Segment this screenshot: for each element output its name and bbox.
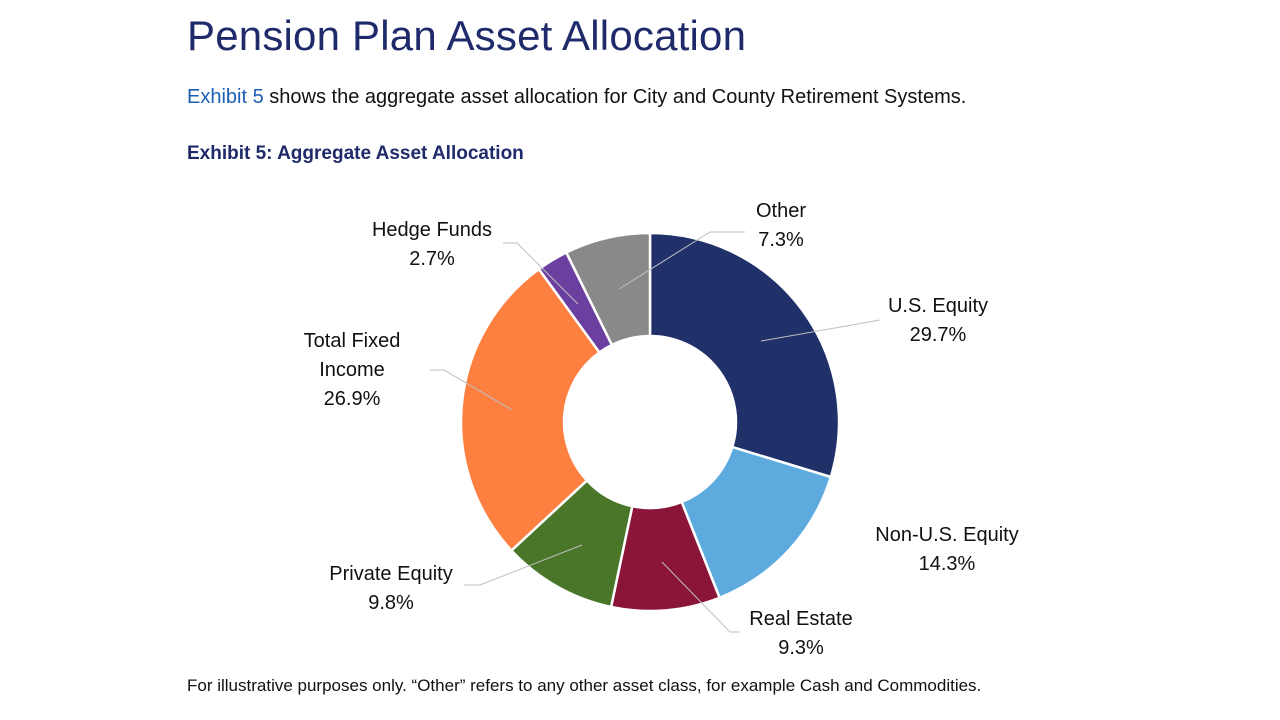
label-value: 26.9% — [323, 388, 381, 410]
exhibit-title: Exhibit 5: Aggregate Asset Allocation — [187, 143, 524, 164]
intro-text: shows the aggregate asset allocation for… — [263, 86, 967, 108]
label-category: Hedge Funds — [371, 219, 493, 241]
leader-line — [760, 319, 881, 342]
label-other: Other 7.3% — [756, 197, 806, 255]
slice-non-u-s-equity — [680, 445, 833, 600]
label-value: 29.7% — [909, 324, 967, 346]
label-category: Non-U.S. Equity — [875, 524, 1019, 546]
label-category: Total Fixed — [303, 330, 401, 352]
label-us-equity: U.S. Equity 29.7% — [888, 292, 988, 350]
label-value: 9.8% — [368, 592, 414, 614]
label-hedge-funds: Hedge Funds 2.7% — [372, 216, 492, 274]
slice-other — [564, 231, 652, 347]
slice-total-fixed-income — [459, 267, 602, 553]
page-title: Pension Plan Asset Allocation — [187, 12, 747, 59]
label-value: 14.3% — [918, 553, 976, 575]
label-category: U.S. Equity — [887, 295, 989, 317]
label-category: Other — [755, 200, 807, 222]
label-private-equity: Private Equity 9.8% — [329, 560, 452, 618]
label-value: 2.7% — [409, 248, 455, 270]
leader-line — [430, 369, 513, 411]
leader-line — [661, 561, 740, 633]
footnote: For illustrative purposes only. “Other” … — [187, 676, 982, 695]
label-total-fixed-income: Total Fixed Income 26.9% — [304, 327, 401, 414]
label-non-us-equity: Non-U.S. Equity 14.3% — [875, 521, 1018, 579]
slice-u-s-equity — [648, 231, 841, 479]
label-category: Private Equity — [329, 563, 453, 585]
leader-line — [618, 231, 745, 290]
exhibit-reference-link: Exhibit 5 — [187, 86, 264, 108]
leader-line — [503, 242, 579, 305]
label-category: Real Estate — [749, 608, 853, 630]
intro-paragraph: Exhibit 5 shows the aggregate asset allo… — [187, 86, 966, 109]
leader-line — [464, 544, 583, 586]
label-real-estate: Real Estate 9.3% — [749, 605, 852, 663]
label-category-line2: Income — [319, 359, 385, 381]
label-value: 9.3% — [778, 637, 824, 659]
label-value: 7.3% — [758, 229, 804, 251]
